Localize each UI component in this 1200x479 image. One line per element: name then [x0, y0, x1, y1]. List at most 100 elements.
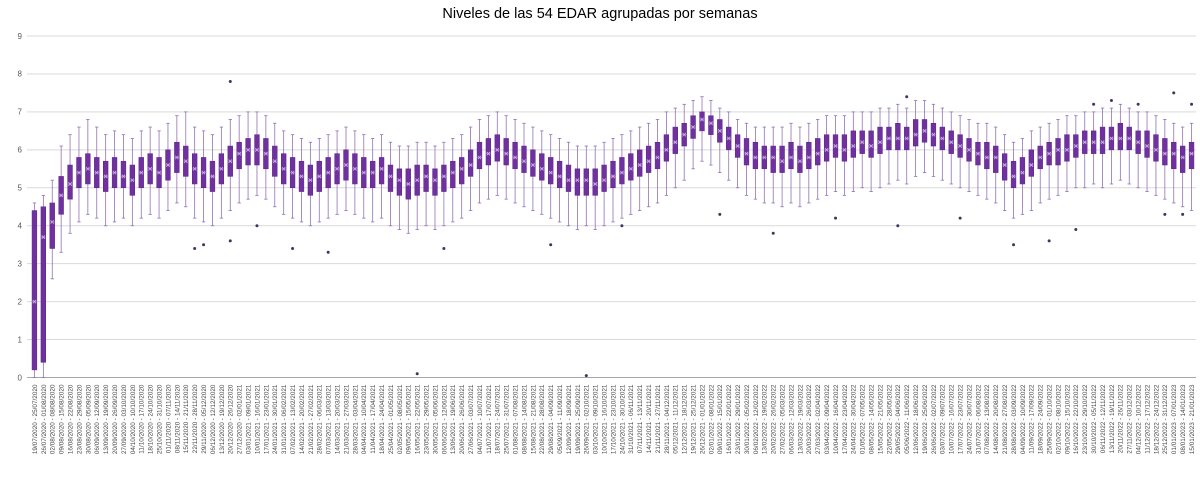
x-axis-label: 12/12/2021 - 18/12/2021	[682, 384, 689, 454]
box-plot-week	[1064, 115, 1070, 192]
mean-marker	[1029, 163, 1034, 167]
mean-marker	[539, 166, 544, 171]
x-axis-label: 22/08/2021 - 28/08/2021	[539, 384, 546, 454]
mean-marker	[1162, 151, 1167, 156]
box-plot-week	[930, 103, 937, 177]
box-plot-week	[939, 107, 945, 181]
mean-marker	[263, 151, 268, 156]
box-plot-week	[797, 126, 803, 208]
outlier-dot	[1181, 212, 1185, 216]
mean-marker	[50, 219, 55, 224]
box-plot-week	[316, 138, 322, 223]
mean-marker	[103, 174, 108, 179]
y-axis-tick-label: 8	[18, 70, 23, 79]
x-axis-label: 11/04/2021 - 17/04/2021	[370, 384, 377, 454]
x-axis-label: 25/10/2020 - 31/10/2020	[156, 384, 163, 454]
box-plot-week	[823, 115, 830, 196]
iqr-box	[1019, 157, 1026, 185]
x-axis-label: 08/05/2022 - 14/05/2022	[869, 384, 876, 454]
iqr-box	[654, 141, 661, 170]
mean-marker	[602, 178, 607, 183]
box-plot-week	[699, 96, 705, 162]
x-axis-label: 06/09/2020 - 12/09/2020	[94, 384, 101, 454]
x-axis-label: 23/05/2021 - 29/05/2021	[423, 384, 430, 454]
x-axis-label: 11/12/2022 - 17/12/2022	[1144, 384, 1151, 454]
box-plot-week	[1179, 126, 1186, 208]
iqr-box	[663, 134, 670, 162]
iqr-box	[539, 153, 545, 181]
x-axis-label: 06/03/2022 - 12/03/2022	[788, 384, 795, 454]
mean-marker	[85, 166, 90, 171]
y-axis-tick-label: 6	[18, 146, 23, 155]
mean-marker	[308, 178, 313, 183]
mean-marker	[1145, 144, 1150, 149]
box-plot-week	[850, 111, 856, 192]
box-plot-week	[281, 130, 287, 215]
mean-marker	[424, 174, 429, 179]
x-axis-label: 04/07/2021 - 10/07/2021	[477, 384, 484, 454]
mean-marker	[851, 144, 856, 149]
iqr-box	[1099, 126, 1106, 154]
mean-marker	[299, 174, 304, 179]
x-axis-label: 20/12/2020 - 26/12/2020	[228, 384, 235, 454]
iqr-box	[1010, 160, 1017, 189]
x-axis-label: 04/04/2021 - 10/04/2021	[361, 384, 368, 454]
mean-marker	[1153, 147, 1158, 152]
x-axis-label: 13/06/2021 - 19/06/2021	[450, 384, 457, 454]
mean-marker	[290, 170, 295, 175]
box-plot-week	[663, 111, 670, 196]
mean-marker	[673, 140, 678, 145]
mean-marker	[1073, 144, 1078, 149]
x-axis-label: 19/09/2021 - 25/09/2021	[575, 384, 582, 454]
x-axis-label: 21/11/2021 - 27/11/2021	[655, 384, 662, 453]
x-axis-label: 20/02/2022 - 26/02/2022	[771, 384, 778, 454]
x-axis-label: 24/07/2022 - 30/07/2022	[966, 384, 973, 454]
box-plot-week	[993, 126, 999, 204]
x-axis-label: 23/01/2022 - 29/01/2022	[735, 384, 742, 454]
box-plot-week	[948, 111, 954, 185]
mean-marker	[522, 159, 526, 164]
mean-marker	[450, 170, 455, 175]
x-axis-label: 20/11/2022 - 26/11/2022	[1118, 384, 1125, 453]
box-plot-week	[40, 194, 47, 378]
box-plot-week	[574, 145, 581, 230]
box-plot-week	[1108, 107, 1115, 185]
box-plot-week	[1153, 115, 1159, 196]
iqr-box	[556, 160, 563, 189]
mean-marker	[486, 151, 491, 156]
mean-marker	[940, 136, 945, 141]
chart-title: Niveles de las 54 EDAR agrupadas por sem…	[442, 6, 758, 22]
mean-marker	[1047, 151, 1052, 156]
outlier-dot	[1163, 212, 1167, 216]
x-axis-label: 09/01/2022 - 15/01/2022	[717, 384, 724, 454]
mean-marker	[388, 174, 393, 179]
box-plot-week	[832, 115, 839, 192]
mean-marker	[878, 140, 883, 145]
box-plot-week	[548, 134, 554, 219]
mean-marker	[139, 170, 144, 175]
box-plot-week	[734, 119, 741, 189]
box-plot-week	[815, 119, 821, 200]
outlier-dot	[1190, 102, 1194, 106]
box-plot-week	[1126, 107, 1132, 185]
x-axis-label: 06/06/2021 - 12/06/2021	[441, 384, 448, 454]
iqr-box	[1188, 141, 1195, 170]
mean-marker	[548, 170, 553, 175]
box-plot-week	[334, 130, 340, 215]
box-plot-week	[984, 122, 990, 200]
box-plot-week	[67, 134, 73, 234]
iqr-box	[548, 157, 554, 185]
iqr-box	[67, 164, 73, 200]
x-axis-label: 28/03/2021 - 03/04/2021	[352, 384, 359, 454]
box-plot-week	[592, 145, 598, 230]
mean-marker	[1118, 136, 1123, 141]
mean-marker	[762, 155, 767, 160]
x-axis-label: 16/05/2021 - 22/05/2021	[415, 384, 422, 454]
iqr-box	[743, 138, 750, 166]
outlier-dot	[291, 246, 295, 250]
mean-marker	[121, 174, 126, 179]
mean-marker	[165, 163, 170, 167]
x-axis-label: 07/02/2021 - 13/02/2021	[290, 384, 297, 454]
box-plot-week	[49, 179, 55, 280]
y-axis-tick-label: 7	[18, 108, 23, 117]
